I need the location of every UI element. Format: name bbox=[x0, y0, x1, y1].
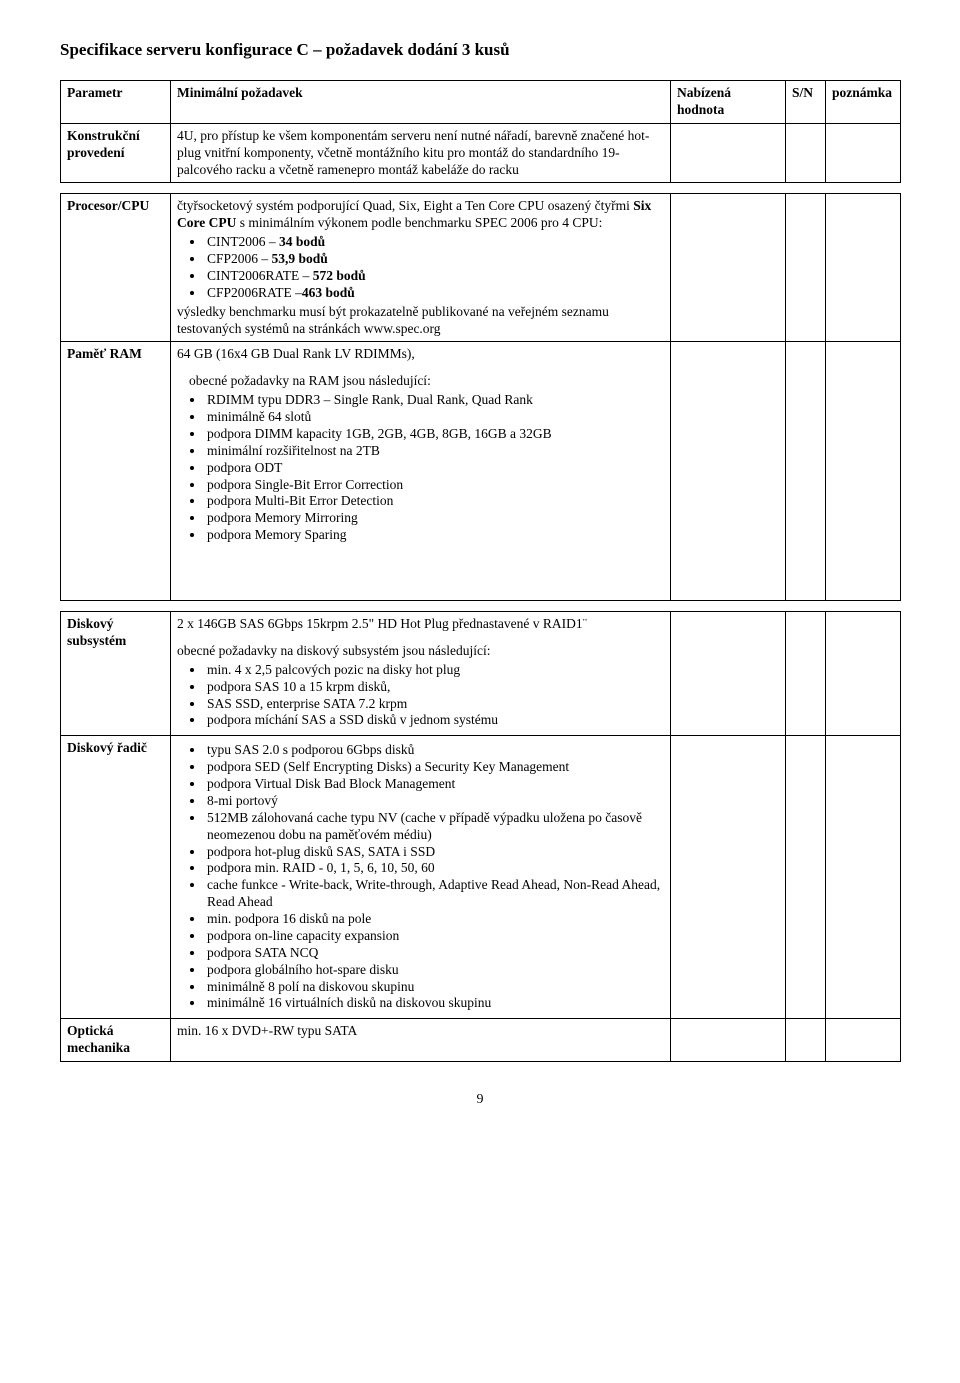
cell-label: Paměť RAM bbox=[61, 342, 171, 601]
spec-table-3: Diskový subsystém 2 x 146GB SAS 6Gbps 15… bbox=[60, 611, 901, 1062]
cell-poznamka bbox=[826, 736, 901, 1019]
cell-sn bbox=[786, 194, 826, 342]
col-parametr: Parametr bbox=[61, 81, 171, 124]
col-sn: S/N bbox=[786, 81, 826, 124]
ram-intro: obecné požadavky na RAM jsou následující… bbox=[189, 373, 664, 390]
list-item: podpora min. RAID - 0, 1, 5, 6, 10, 50, … bbox=[205, 860, 664, 877]
cpu-intro: čtyřsocketový systém podporující Quad, S… bbox=[177, 198, 633, 213]
cell-sn bbox=[786, 1019, 826, 1062]
cell-label: Diskový subsystém bbox=[61, 612, 171, 736]
list-item: cache funkce - Write-back, Write-through… bbox=[205, 877, 664, 911]
list-item: 512MB zálohovaná cache typu NV (cache v … bbox=[205, 810, 664, 844]
list-item: podpora globálního hot-spare disku bbox=[205, 962, 664, 979]
cell-poznamka bbox=[826, 1019, 901, 1062]
spec-table-2: Procesor/CPU čtyřsocketový systém podpor… bbox=[60, 193, 901, 601]
cell-poznamka bbox=[826, 612, 901, 736]
list-item: podpora Virtual Disk Bad Block Managemen… bbox=[205, 776, 664, 793]
cell-label: Konstrukční provedení bbox=[61, 123, 171, 183]
cell-sn bbox=[786, 612, 826, 736]
list-item: podpora on-line capacity expansion bbox=[205, 928, 664, 945]
cell-content: 64 GB (16x4 GB Dual Rank LV RDIMMs), obe… bbox=[171, 342, 671, 601]
disk-sub-bullets: min. 4 x 2,5 palcových pozic na disky ho… bbox=[205, 662, 664, 730]
row-opticka: Optická mechanika min. 16 x DVD+-RW typu… bbox=[61, 1019, 901, 1062]
ram-bullets: RDIMM typu DDR3 – Single Rank, Dual Rank… bbox=[205, 392, 664, 544]
list-item: podpora Multi-Bit Error Detection bbox=[205, 493, 664, 510]
list-item: typu SAS 2.0 s podporou 6Gbps disků bbox=[205, 742, 664, 759]
col-poznamka: poznámka bbox=[826, 81, 901, 124]
spec-table-1: Parametr Minimální požadavek Nabízená ho… bbox=[60, 80, 901, 183]
row-disk-sub: Diskový subsystém 2 x 146GB SAS 6Gbps 15… bbox=[61, 612, 901, 736]
col-pozadavek: Minimální požadavek bbox=[171, 81, 671, 124]
list-item: podpora SED (Self Encrypting Disks) a Se… bbox=[205, 759, 664, 776]
list-item: min. podpora 16 disků na pole bbox=[205, 911, 664, 928]
list-item: podpora ODT bbox=[205, 460, 664, 477]
disk-sub-intro: obecné požadavky na diskový subsystém js… bbox=[177, 643, 664, 660]
cell-poznamka bbox=[826, 194, 901, 342]
cell-content: čtyřsocketový systém podporující Quad, S… bbox=[171, 194, 671, 342]
list-item: minimálně 8 polí na diskovou skupinu bbox=[205, 979, 664, 996]
cell-label: Procesor/CPU bbox=[61, 194, 171, 342]
list-item: podpora míchání SAS a SSD disků v jednom… bbox=[205, 712, 664, 729]
page-title: Specifikace serveru konfigurace C – poža… bbox=[60, 40, 900, 60]
page-number: 9 bbox=[60, 1092, 900, 1108]
cell-content: 2 x 146GB SAS 6Gbps 15krpm 2.5" HD Hot P… bbox=[171, 612, 671, 736]
cell-sn bbox=[786, 342, 826, 601]
cell-content: typu SAS 2.0 s podporou 6Gbps disků podp… bbox=[171, 736, 671, 1019]
row-cpu: Procesor/CPU čtyřsocketový systém podpor… bbox=[61, 194, 901, 342]
list-item: minimálně 16 virtuálních disků na diskov… bbox=[205, 995, 664, 1012]
row-disk-rad: Diskový řadič typu SAS 2.0 s podporou 6G… bbox=[61, 736, 901, 1019]
disk-rad-bullets: typu SAS 2.0 s podporou 6Gbps disků podp… bbox=[205, 742, 664, 1012]
header-row: Parametr Minimální požadavek Nabízená ho… bbox=[61, 81, 901, 124]
cell-nabizena bbox=[671, 1019, 786, 1062]
list-item: podpora Memory Sparing bbox=[205, 527, 664, 544]
cell-content: 4U, pro přístup ke všem komponentám serv… bbox=[171, 123, 671, 183]
list-item: podpora SAS 10 a 15 krpm disků, bbox=[205, 679, 664, 696]
cell-poznamka bbox=[826, 123, 901, 183]
cell-content: min. 16 x DVD+-RW typu SATA bbox=[171, 1019, 671, 1062]
cell-sn bbox=[786, 123, 826, 183]
cell-nabizena bbox=[671, 123, 786, 183]
list-item: CINT2006 – 34 bodů bbox=[205, 234, 664, 251]
list-item: CFP2006 – 53,9 bodů bbox=[205, 251, 664, 268]
row-ram: Paměť RAM 64 GB (16x4 GB Dual Rank LV RD… bbox=[61, 342, 901, 601]
row-konstrukcni: Konstrukční provedení 4U, pro přístup ke… bbox=[61, 123, 901, 183]
cpu-bullets: CINT2006 – 34 bodů CFP2006 – 53,9 bodů C… bbox=[205, 234, 664, 302]
disk-sub-head: 2 x 146GB SAS 6Gbps 15krpm 2.5" HD Hot P… bbox=[177, 616, 664, 633]
list-item: CFP2006RATE –463 bodů bbox=[205, 285, 664, 302]
cell-nabizena bbox=[671, 342, 786, 601]
list-item: minimální rozšiřitelnost na 2TB bbox=[205, 443, 664, 460]
cell-nabizena bbox=[671, 612, 786, 736]
list-item: min. 4 x 2,5 palcových pozic na disky ho… bbox=[205, 662, 664, 679]
cell-sn bbox=[786, 736, 826, 1019]
list-item: RDIMM typu DDR3 – Single Rank, Dual Rank… bbox=[205, 392, 664, 409]
ram-head: 64 GB (16x4 GB Dual Rank LV RDIMMs), bbox=[177, 346, 664, 363]
cell-label: Optická mechanika bbox=[61, 1019, 171, 1062]
list-item: CINT2006RATE – 572 bodů bbox=[205, 268, 664, 285]
cpu-intro2: s minimálním výkonem podle benchmarku SP… bbox=[236, 215, 602, 230]
list-item: podpora Single-Bit Error Correction bbox=[205, 477, 664, 494]
list-item: podpora hot-plug disků SAS, SATA i SSD bbox=[205, 844, 664, 861]
list-item: podpora SATA NCQ bbox=[205, 945, 664, 962]
cpu-outro: výsledky benchmarku musí být prokazateln… bbox=[177, 304, 609, 336]
col-nabizena: Nabízená hodnota bbox=[671, 81, 786, 124]
cell-label: Diskový řadič bbox=[61, 736, 171, 1019]
cell-poznamka bbox=[826, 342, 901, 601]
list-item: 8-mi portový bbox=[205, 793, 664, 810]
list-item: podpora Memory Mirroring bbox=[205, 510, 664, 527]
cell-nabizena bbox=[671, 194, 786, 342]
list-item: podpora DIMM kapacity 1GB, 2GB, 4GB, 8GB… bbox=[205, 426, 664, 443]
list-item: minimálně 64 slotů bbox=[205, 409, 664, 426]
cell-nabizena bbox=[671, 736, 786, 1019]
list-item: SAS SSD, enterprise SATA 7.2 krpm bbox=[205, 696, 664, 713]
